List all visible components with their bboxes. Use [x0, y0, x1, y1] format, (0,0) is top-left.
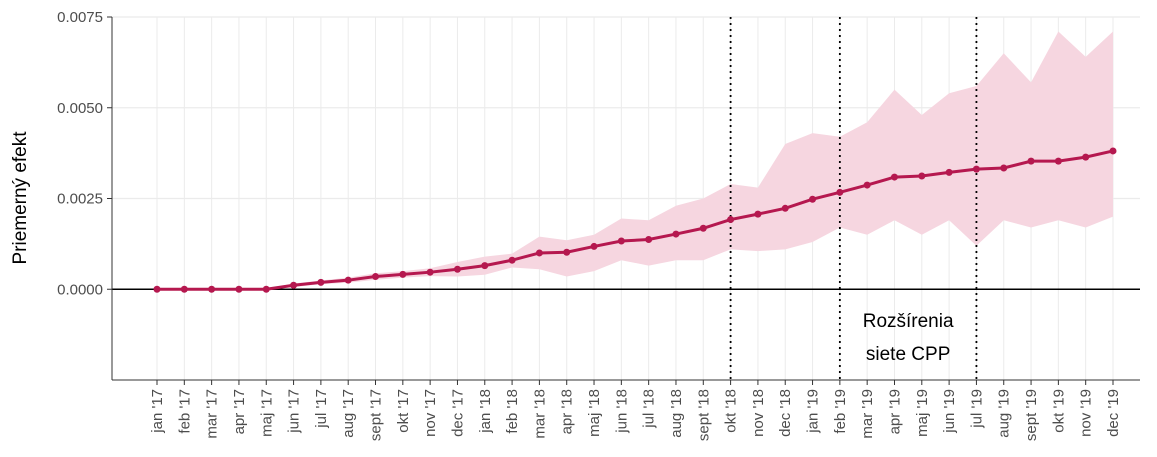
x-tick-label: jul '17	[313, 389, 330, 429]
point	[262, 285, 270, 293]
y-tick-label: 0.0000	[57, 281, 103, 298]
point	[372, 273, 380, 281]
point	[1109, 147, 1117, 155]
x-tick-label: mar '19	[859, 389, 876, 439]
x-tick-label: jun '19	[941, 389, 958, 434]
confidence-band	[157, 31, 1113, 290]
point	[754, 210, 762, 218]
x-tick-label: sept '18	[695, 389, 712, 441]
point	[235, 285, 243, 293]
x-tick-label: nov '19	[1078, 389, 1095, 437]
line	[157, 149, 1114, 291]
point	[890, 173, 898, 181]
y-tick-label: 0.0075	[57, 9, 103, 26]
point	[426, 268, 434, 276]
x-tick-label: apr '17	[231, 389, 248, 434]
point	[1054, 157, 1062, 165]
x-tick-label: apr '19	[886, 389, 903, 434]
point	[344, 276, 352, 284]
x-tick-label: okt '18	[723, 389, 740, 433]
point	[1000, 164, 1008, 172]
x-tick-label: okt '17	[395, 389, 412, 433]
point	[945, 168, 953, 176]
x-tick-label: maj '19	[914, 389, 931, 437]
x-tick-label: feb '18	[504, 389, 521, 434]
annotation: siete CPP	[866, 344, 950, 365]
x-tick-label: apr '18	[559, 389, 576, 434]
x-tick-label: maj '18	[586, 389, 603, 437]
point	[918, 172, 926, 180]
x-tick-label: dec '18	[777, 389, 794, 437]
x-tick-label: nov '17	[422, 389, 439, 437]
x-tick-label: jan '17	[149, 389, 166, 434]
x-tick-label: aug '18	[668, 389, 685, 438]
point	[836, 188, 844, 196]
point	[290, 281, 298, 289]
point	[809, 195, 817, 203]
x-tick-label: jun '17	[286, 389, 303, 434]
point	[972, 165, 980, 173]
x-tick-label: sept '17	[368, 389, 385, 441]
y-tick-label: 0.0025	[57, 191, 103, 208]
point	[563, 248, 571, 256]
y-axis-label: Priemerný efekt	[10, 131, 31, 265]
point	[208, 285, 216, 293]
x-tick-label: jul '19	[968, 389, 985, 429]
x-tick-label: feb '17	[176, 389, 193, 434]
point	[617, 237, 625, 245]
point	[727, 216, 735, 224]
point	[1027, 157, 1035, 165]
x-tick-label: dec '17	[449, 389, 466, 437]
point	[699, 224, 707, 232]
x-tick-label: jul '18	[641, 389, 658, 429]
y-tick-label: 0.0050	[57, 100, 103, 117]
point	[399, 270, 407, 278]
x-tick-label: mar '17	[204, 389, 221, 439]
x-tick-label: jun '18	[613, 389, 630, 434]
x-tick-label: jan '19	[805, 389, 822, 434]
x-tick-label: feb '19	[832, 389, 849, 434]
point	[317, 278, 325, 286]
x-tick-label: aug '17	[340, 389, 357, 438]
point	[481, 262, 489, 270]
point	[863, 181, 871, 189]
x-tick-label: sept '19	[1023, 389, 1040, 441]
point	[672, 230, 680, 238]
x-tick-label: maj '17	[258, 389, 275, 437]
x-tick-label: mar '18	[531, 389, 548, 439]
point	[508, 256, 516, 264]
point	[781, 204, 789, 212]
point	[153, 285, 161, 293]
point	[180, 285, 188, 293]
x-tick-label: nov '18	[750, 389, 767, 437]
point	[590, 242, 598, 250]
point	[453, 265, 461, 273]
annotation: Rozšírenia	[863, 311, 954, 332]
point	[535, 249, 543, 257]
point	[1082, 153, 1090, 161]
x-tick-label: dec '19	[1105, 389, 1122, 437]
x-tick-label: aug '19	[996, 389, 1013, 438]
x-tick-label: jan '18	[477, 389, 494, 434]
point	[645, 236, 653, 244]
x-tick-label: okt '19	[1050, 389, 1067, 433]
